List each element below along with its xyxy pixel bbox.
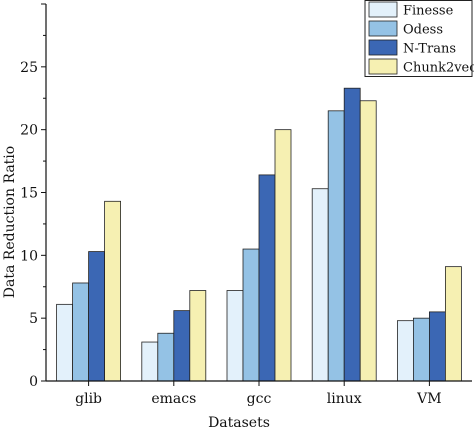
legend-swatch (368, 39, 398, 56)
legend-label: Chunk2vec (403, 61, 474, 76)
bar-finesse-glib (56, 303, 73, 382)
x-tick-label: linux (327, 391, 362, 407)
legend-swatch (368, 1, 398, 18)
bar-n-trans-emacs (173, 310, 191, 382)
x-tick-label: glib (75, 391, 102, 407)
bar-odess-vm (412, 317, 430, 382)
y-tick-label: 0 (29, 374, 38, 390)
bar-chunk2vec-glib (104, 200, 121, 382)
legend-swatch (368, 58, 398, 75)
bar-finesse-gcc (226, 290, 244, 382)
legend-label: N-Trans (403, 42, 456, 57)
x-tick-label: VM (416, 391, 441, 407)
x-tick-label: gcc (247, 391, 272, 407)
bar-chunk2vec-vm (444, 266, 462, 382)
bar-n-trans-linux (343, 87, 361, 382)
bar-n-trans-gcc (258, 174, 276, 382)
legend-label: Finesse (403, 4, 454, 19)
legend: Finesse Odess N-Trans Chunk2vec (364, 0, 474, 77)
bar-n-trans-glib (88, 251, 105, 382)
bar-chunk2vec-linux (359, 100, 377, 382)
bar-odess-emacs (157, 332, 175, 382)
legend-label: Odess (403, 23, 443, 38)
bar-n-trans-vm (428, 311, 446, 382)
y-tick-label: 25 (20, 60, 38, 76)
bar-odess-linux (327, 110, 345, 382)
y-tick-label: 10 (20, 248, 38, 264)
bar-odess-gcc (242, 248, 260, 382)
bar-finesse-linux (311, 188, 329, 382)
ticks-group: 0 5 10 15 20 25 glib emacs gcc linux VM (20, 3, 442, 407)
bar-finesse-vm (396, 320, 414, 382)
bars-group (56, 87, 462, 382)
bar-finesse-emacs (141, 341, 159, 382)
legend-swatch (368, 20, 398, 37)
y-tick-label: 5 (29, 311, 38, 327)
bar-odess-glib (72, 282, 89, 382)
bar-chunk2vec-gcc (274, 129, 292, 382)
x-tick-label: emacs (151, 391, 196, 407)
x-axis-title: Datasets (208, 415, 270, 428)
y-tick-label: 20 (20, 123, 38, 139)
bar-chunk2vec-emacs (189, 290, 207, 382)
y-axis-title: Data Reduction Ratio (2, 146, 18, 298)
y-tick-label: 15 (20, 186, 38, 202)
